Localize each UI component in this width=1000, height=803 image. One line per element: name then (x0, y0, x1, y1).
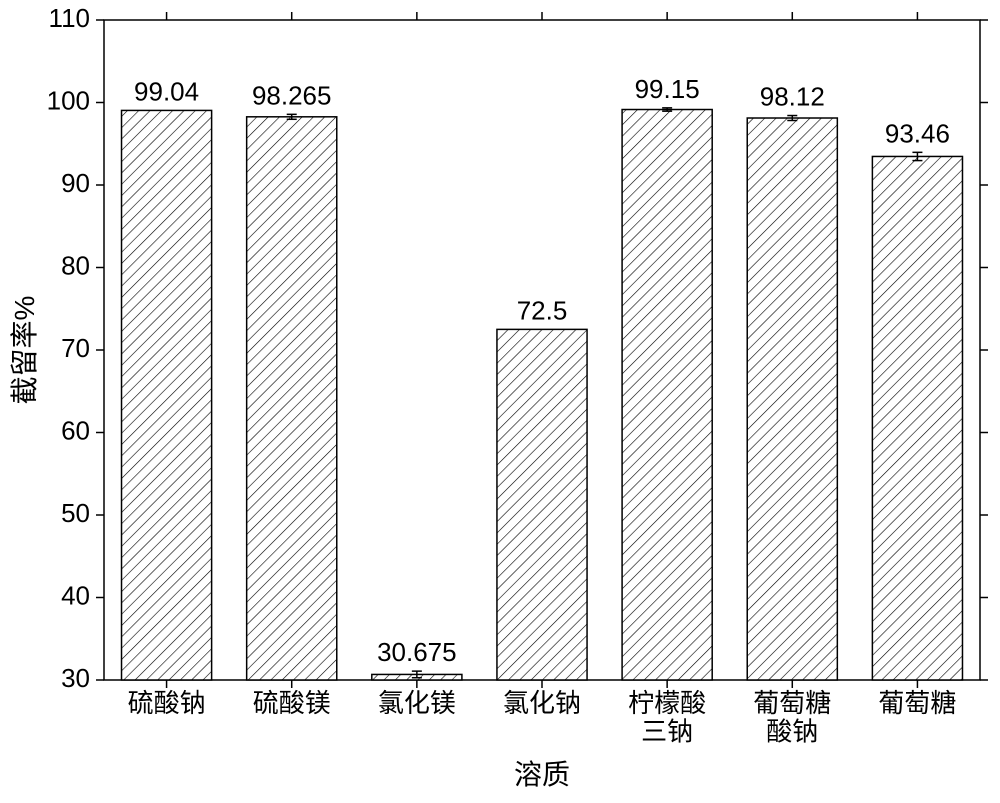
x-tick-label: 硫酸钠 (128, 688, 206, 718)
bar-value-label: 98.12 (760, 82, 825, 112)
y-tick-label: 60 (61, 415, 90, 445)
x-axis-label: 溶质 (514, 759, 570, 790)
y-axis-label: 截留率% (9, 296, 40, 405)
bar (747, 118, 837, 680)
bar (497, 329, 587, 680)
bar (247, 117, 337, 680)
x-tick-label: 氯化镁 (378, 688, 456, 718)
x-tick-label: 硫酸镁 (253, 688, 331, 718)
y-tick-label: 110 (49, 3, 90, 33)
y-tick-label: 40 (61, 580, 90, 610)
y-tick-label: 90 (61, 168, 90, 198)
bar (122, 110, 212, 680)
bar-value-label: 30.675 (377, 637, 457, 667)
x-tick-label: 葡萄糖 (878, 688, 956, 718)
bar-chart: 30 40 50 60 70 80 90 100 110 截留率% 99.04 硫酸钠 98.265 硫酸… (0, 0, 1000, 803)
y-tick-label: 80 (61, 250, 90, 280)
bar-value-label: 99.04 (134, 76, 199, 106)
y-tick-label: 30 (61, 663, 90, 693)
bar-value-label: 98.265 (252, 80, 332, 110)
bar-value-label: 99.15 (635, 74, 700, 104)
y-tick-label: 100 (47, 85, 90, 115)
bar-value-label: 72.5 (517, 295, 568, 325)
y-tick-label: 70 (61, 333, 90, 363)
chart-svg: 30 40 50 60 70 80 90 100 110 截留率% 99.04 硫酸钠 98.265 硫酸… (0, 0, 1000, 803)
bar (872, 156, 962, 680)
bar (622, 110, 712, 680)
bar-value-label: 93.46 (885, 118, 950, 148)
x-tick-label: 氯化钠 (503, 688, 581, 718)
y-tick-label: 50 (61, 498, 90, 528)
